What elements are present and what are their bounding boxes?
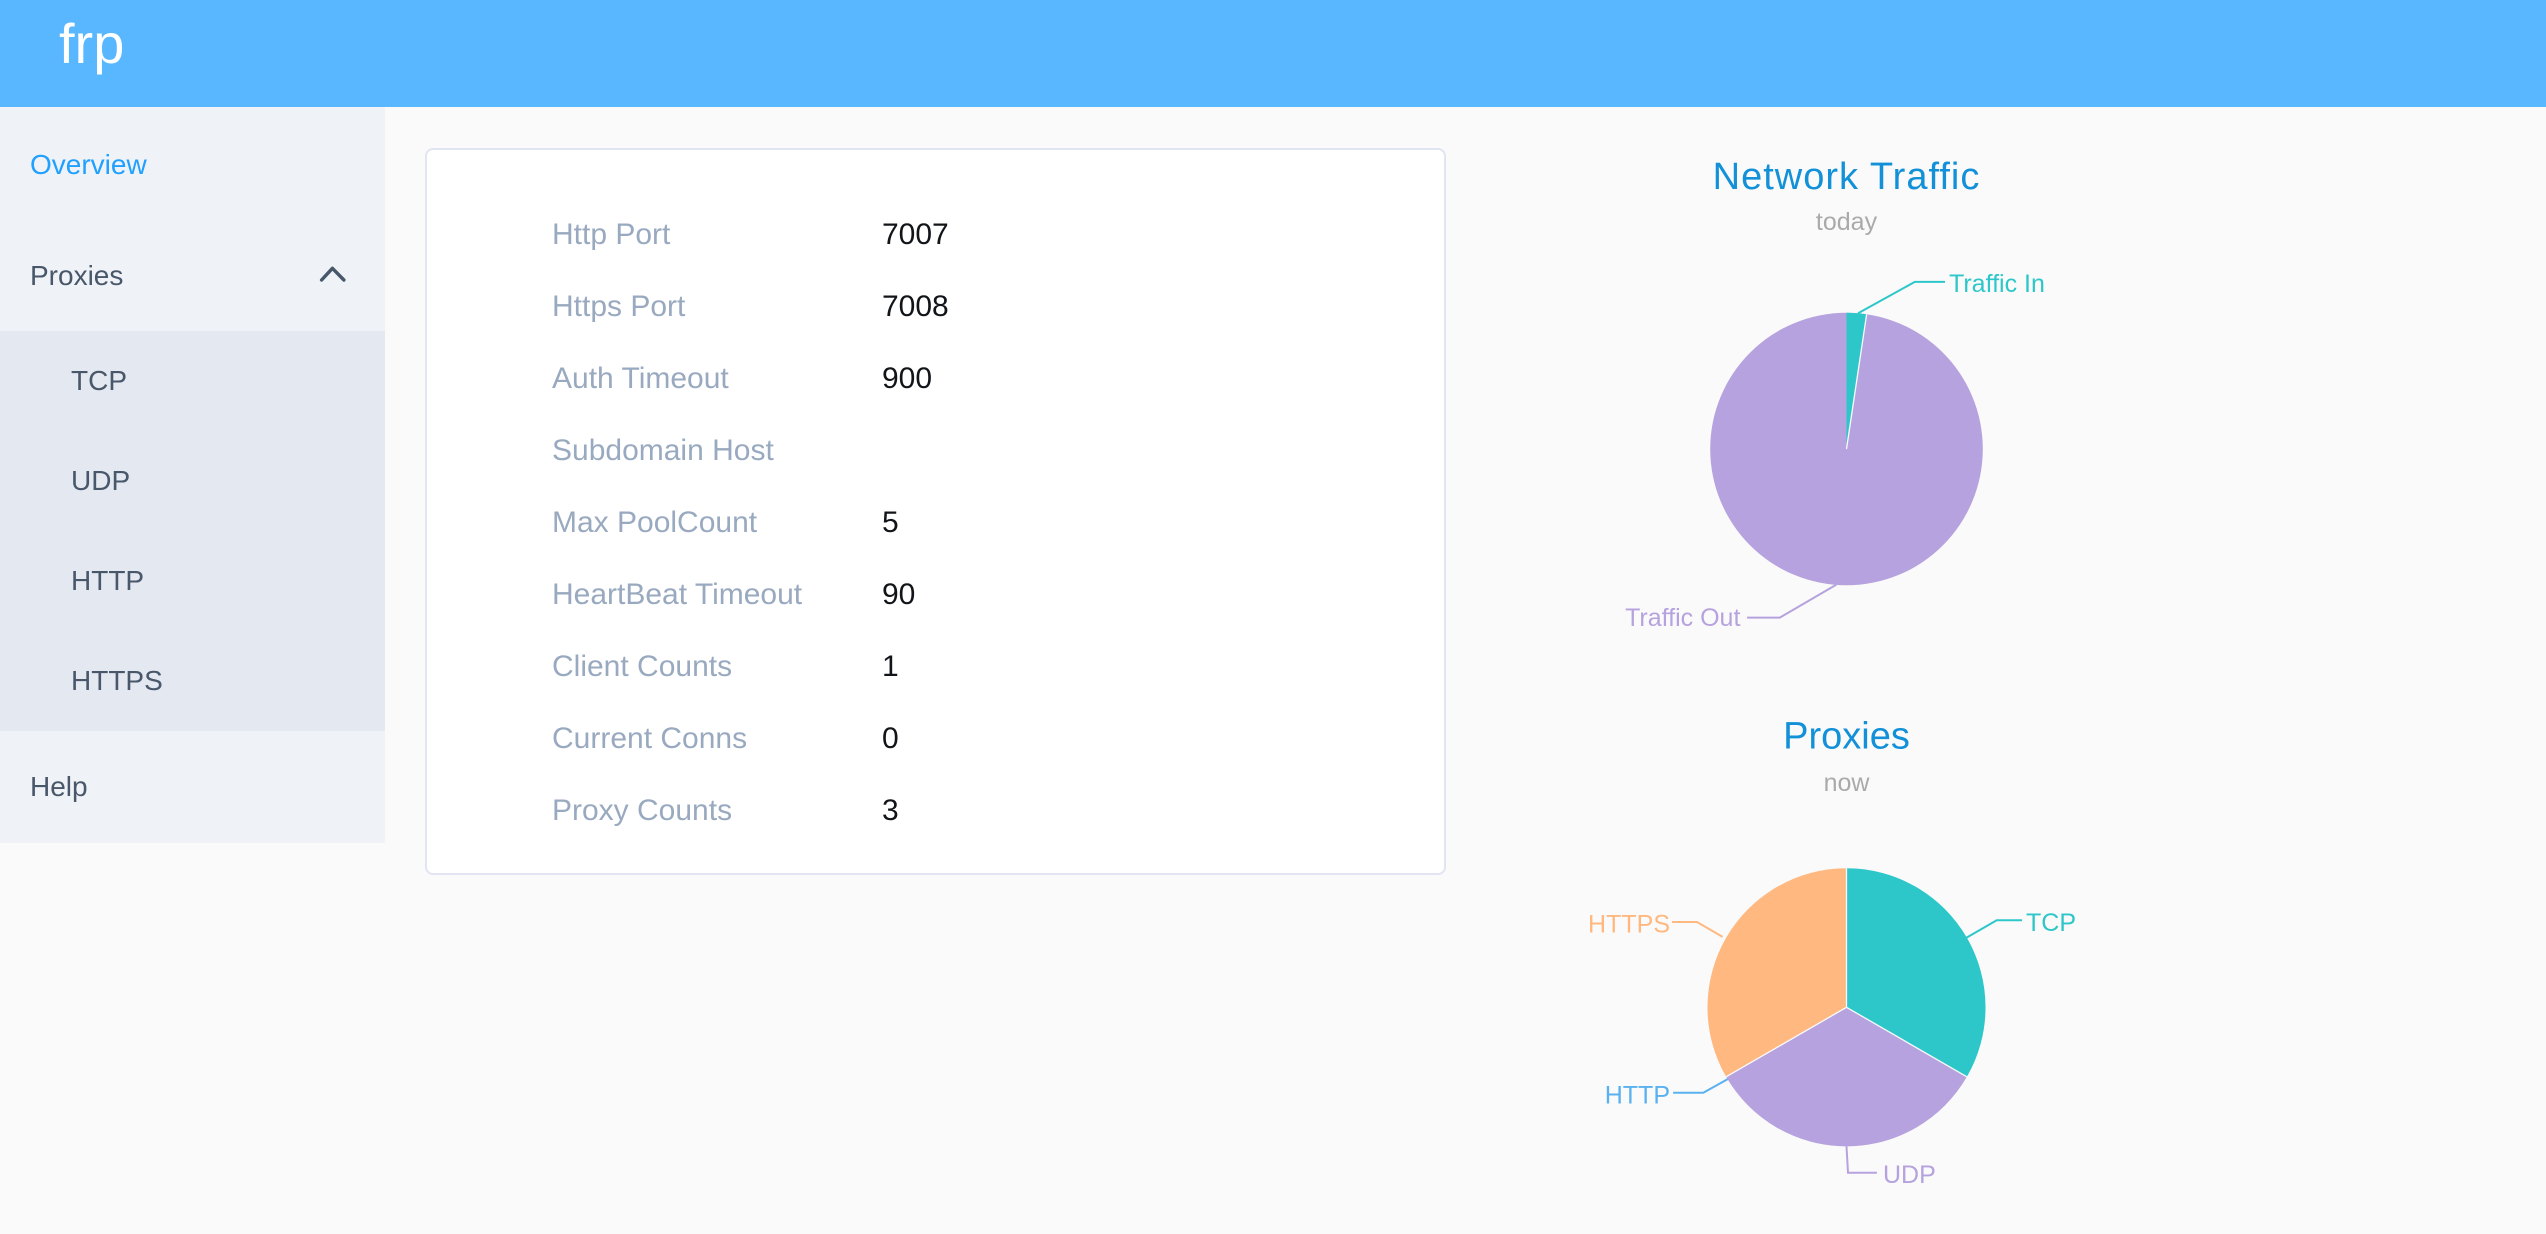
svg-text:TCP: TCP xyxy=(2026,909,2076,937)
svg-text:HTTPS: HTTPS xyxy=(1588,911,1670,939)
svg-text:today: today xyxy=(1816,208,1878,236)
svg-text:Network Traffic: Network Traffic xyxy=(1713,156,1981,198)
svg-text:Proxies: Proxies xyxy=(1783,716,1910,758)
svg-text:Traffic In: Traffic In xyxy=(1949,270,2045,298)
svg-text:UDP: UDP xyxy=(1883,1161,1936,1189)
svg-text:now: now xyxy=(1824,769,1871,797)
svg-text:Traffic Out: Traffic Out xyxy=(1625,604,1740,632)
svg-text:HTTP: HTTP xyxy=(1605,1081,1670,1109)
